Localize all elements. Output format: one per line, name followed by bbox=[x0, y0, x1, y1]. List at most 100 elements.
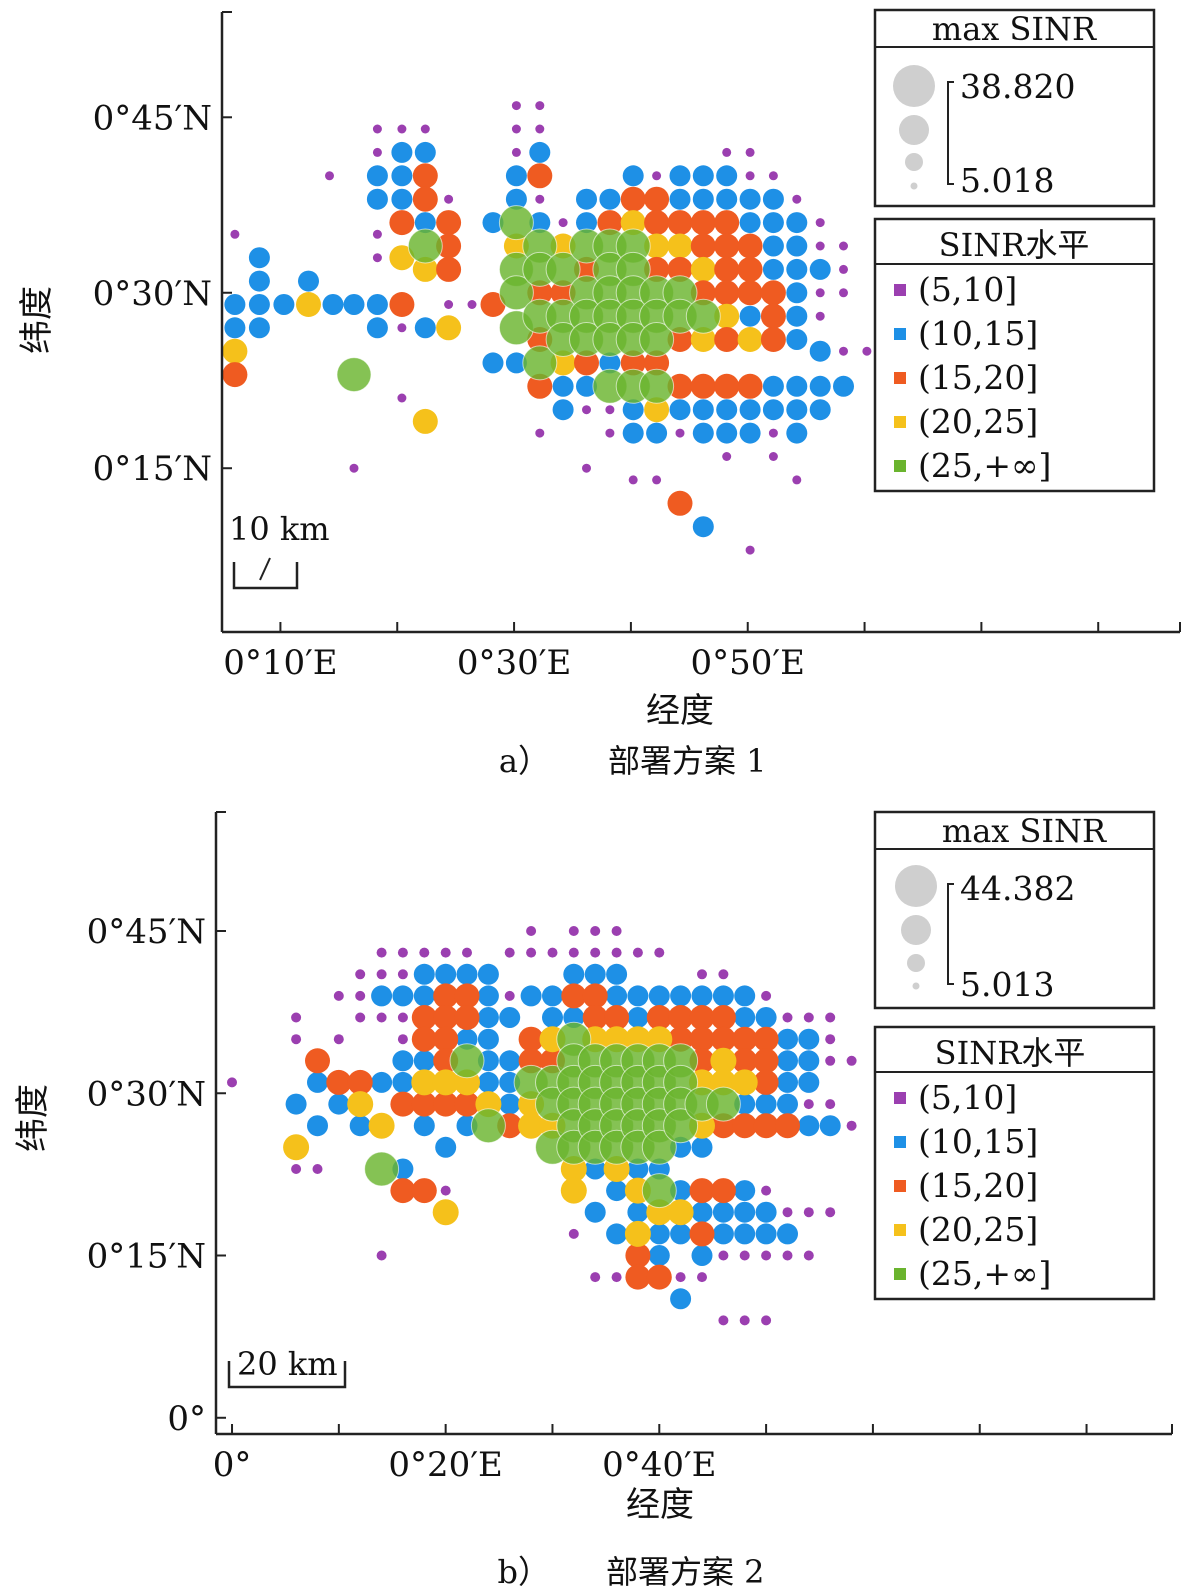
sinr-point bbox=[542, 1007, 563, 1028]
sinr-point bbox=[389, 245, 415, 271]
sinr-point bbox=[454, 983, 480, 1009]
size-legend-tiny bbox=[912, 982, 920, 990]
sinr-point bbox=[606, 963, 628, 985]
sinr-point bbox=[663, 1108, 699, 1144]
sinr-point bbox=[839, 288, 848, 298]
sinr-point bbox=[705, 1086, 741, 1122]
sinr-point bbox=[349, 463, 359, 473]
panel-b-ylabel: 纬度 bbox=[13, 1084, 53, 1152]
sinr-point bbox=[433, 1091, 459, 1117]
sinr-point bbox=[839, 241, 848, 251]
sinr-point bbox=[576, 375, 597, 397]
sinr-point bbox=[716, 165, 738, 187]
sinr-point bbox=[372, 253, 382, 263]
panel-a-ylabel: 纬度 bbox=[17, 286, 57, 354]
panel-a-size-max: 38.820 bbox=[960, 67, 1075, 106]
sinr-point bbox=[732, 1026, 758, 1052]
sinr-point bbox=[224, 294, 246, 315]
panel-b-color-legend-title: SINR水平 bbox=[935, 1034, 1086, 1072]
sinr-point bbox=[644, 186, 670, 212]
sinr-point bbox=[714, 327, 740, 352]
sinr-point bbox=[392, 1050, 414, 1072]
sinr-point bbox=[692, 516, 714, 538]
sinr-point bbox=[526, 926, 537, 936]
y-tick-label: 0°15′N bbox=[93, 449, 212, 489]
sinr-point bbox=[670, 1288, 692, 1310]
sinr-point bbox=[499, 1093, 521, 1115]
legend-label: (10,15] bbox=[918, 1122, 1038, 1161]
sinr-point bbox=[833, 375, 854, 397]
sinr-point bbox=[761, 1250, 772, 1261]
sinr-point bbox=[305, 1048, 330, 1074]
sinr-point bbox=[712, 985, 734, 1007]
sinr-point bbox=[336, 357, 372, 393]
sinr-point bbox=[654, 947, 665, 958]
sinr-point bbox=[504, 990, 515, 1001]
sinr-point bbox=[846, 1120, 857, 1131]
sinr-point bbox=[692, 422, 714, 444]
sinr-point bbox=[753, 1069, 779, 1095]
sinr-point bbox=[689, 1178, 715, 1204]
sinr-point bbox=[505, 165, 527, 187]
sinr-point bbox=[436, 256, 462, 282]
sinr-point bbox=[667, 373, 693, 399]
sinr-point bbox=[786, 258, 808, 280]
sinr-point bbox=[755, 1007, 777, 1028]
panel-a-axes bbox=[220, 11, 1181, 634]
sinr-point bbox=[690, 210, 716, 236]
sinr-point bbox=[815, 218, 825, 228]
sinr-point bbox=[762, 399, 784, 421]
sinr-point bbox=[535, 101, 545, 111]
sinr-point bbox=[576, 188, 597, 210]
sinr-point bbox=[454, 1005, 480, 1030]
sinr-point bbox=[809, 340, 831, 362]
sinr-point bbox=[597, 210, 623, 236]
sinr-point bbox=[511, 147, 521, 157]
sinr-point bbox=[825, 1099, 836, 1110]
sinr-point bbox=[716, 422, 738, 444]
panel-a-color-legend: SINR水平 (5,10] (10,15] (15,20] (20,25] (25,+∞… bbox=[873, 217, 1156, 493]
sinr-point bbox=[646, 1005, 672, 1030]
sinr-point bbox=[739, 399, 761, 421]
y-tick-label: 0°30′N bbox=[93, 274, 212, 314]
sinr-point bbox=[248, 270, 270, 292]
sinr-point bbox=[477, 1071, 499, 1093]
sinr-point bbox=[568, 947, 579, 958]
sinr-point bbox=[355, 990, 366, 1001]
sinr-point bbox=[477, 985, 499, 1007]
sinr-point bbox=[433, 983, 459, 1009]
sinr-point bbox=[550, 280, 576, 306]
sinr-point bbox=[667, 490, 693, 516]
sinr-point bbox=[482, 212, 504, 234]
x-tick-label: 0°50′E bbox=[691, 643, 805, 683]
sinr-point bbox=[714, 233, 740, 259]
sinr-point bbox=[690, 256, 716, 282]
sinr-point bbox=[762, 212, 784, 234]
sinr-point bbox=[413, 1050, 435, 1072]
sinr-point bbox=[584, 1201, 606, 1223]
sinr-point bbox=[786, 375, 808, 397]
sinr-point bbox=[692, 399, 714, 421]
sinr-point bbox=[690, 233, 716, 259]
sinr-point bbox=[435, 1136, 457, 1158]
sinr-point bbox=[692, 165, 714, 187]
sinr-point bbox=[786, 235, 808, 257]
sinr-point bbox=[722, 452, 732, 461]
sinr-point bbox=[803, 1099, 814, 1110]
panel-a-points bbox=[222, 101, 919, 555]
sinr-point bbox=[739, 188, 761, 210]
sinr-point bbox=[419, 947, 430, 958]
sinr-point bbox=[716, 399, 738, 421]
sinr-point bbox=[825, 1207, 836, 1218]
sinr-point bbox=[689, 1026, 715, 1052]
sinr-point bbox=[714, 210, 740, 236]
sinr-point bbox=[412, 163, 438, 189]
panel-b-tick-labels: 0° 0°20′E 0°40′E 0°45′N 0°30′N 0°15′N 0° bbox=[87, 912, 717, 1485]
sinr-point bbox=[762, 235, 784, 257]
sinr-point bbox=[775, 1113, 800, 1139]
sinr-point bbox=[710, 1047, 737, 1074]
sinr-point bbox=[477, 1028, 499, 1050]
size-legend-medium bbox=[901, 915, 931, 945]
sinr-point bbox=[444, 300, 454, 309]
sinr-point bbox=[456, 963, 478, 985]
